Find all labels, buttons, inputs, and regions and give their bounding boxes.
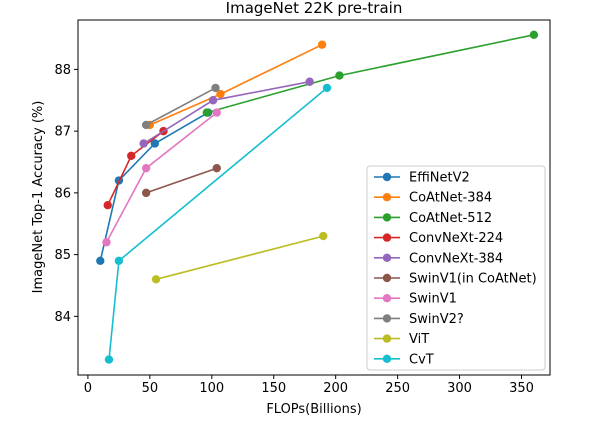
legend-label: ConvNeXt-224 <box>409 231 503 246</box>
legend-item: CoAtNet-384 <box>374 191 492 206</box>
legend-label: ViT <box>409 332 429 347</box>
legend-item: ConvNeXt-224 <box>374 231 503 246</box>
y-tick-label: 85 <box>54 248 71 263</box>
series-line <box>99 111 209 261</box>
x-tick-label: 250 <box>385 381 410 396</box>
legend-label: SwinV2? <box>409 312 464 327</box>
series-line <box>145 87 216 126</box>
data-point <box>319 231 328 241</box>
series-swinv1-in-coatnet <box>141 163 221 198</box>
legend-item: SwinV1(in CoAtNet) <box>374 272 537 287</box>
x-axis: 0 50 100 150 200 250 300 350 <box>84 375 534 396</box>
legend: EffiNetV2 CoAtNet-384 CoAtNet-512 ConvNeXt-… <box>366 165 546 371</box>
data-point <box>150 139 160 148</box>
legend-box <box>366 165 546 371</box>
legend-swatch-marker <box>382 172 392 182</box>
data-point <box>529 30 539 40</box>
y-tick-label: 86 <box>54 186 71 201</box>
data-point <box>141 163 151 173</box>
y-axis: 84 85 86 87 88 <box>54 63 78 325</box>
series-cvt <box>104 83 332 364</box>
y-tick-label: 84 <box>54 310 71 325</box>
x-tick-label: 200 <box>323 381 348 396</box>
series-coatnet-512 <box>202 30 539 117</box>
y-tick-label: 87 <box>54 125 71 140</box>
legend-item: CvT <box>374 352 434 367</box>
data-point <box>305 77 314 86</box>
y-tick-label: 88 <box>54 63 71 78</box>
data-point <box>212 163 221 173</box>
legend-label: SwinV1(in CoAtNet) <box>409 272 537 287</box>
series-effinetv2 <box>96 108 213 265</box>
data-point <box>208 96 218 105</box>
x-tick-label: 150 <box>261 381 286 396</box>
x-axis-label: FLOPs(Billions) <box>266 402 361 417</box>
data-point <box>151 275 161 284</box>
data-point <box>127 151 136 161</box>
x-tick-label: 0 <box>84 381 92 396</box>
series-convnext-224 <box>103 126 168 210</box>
legend-label: EffiNetV2 <box>409 171 470 186</box>
legend-item: ViT <box>374 332 429 347</box>
legend-swatch-marker <box>382 213 392 222</box>
data-point <box>216 89 225 99</box>
data-point <box>114 256 124 265</box>
series-convnext-384 <box>139 77 314 148</box>
x-tick-label: 100 <box>199 381 224 396</box>
data-point <box>317 40 327 49</box>
legend-item: CoAtNet-512 <box>374 211 492 226</box>
data-point <box>335 71 344 80</box>
x-tick-label: 300 <box>447 381 472 396</box>
series-layer <box>96 30 539 364</box>
legend-swatch-marker <box>382 233 392 242</box>
legend-swatch-marker <box>382 193 392 202</box>
series-coatnet-384 <box>145 40 327 130</box>
legend-swatch-marker <box>382 253 392 262</box>
data-point <box>102 238 111 247</box>
series-line <box>108 87 328 360</box>
legend-swatch-marker <box>382 294 392 303</box>
legend-item: EffiNetV2 <box>374 171 470 186</box>
data-point <box>211 83 220 93</box>
legend-swatch-marker <box>382 314 392 323</box>
series-swinv1 <box>102 108 221 247</box>
series-line <box>206 34 535 114</box>
legend-item: ConvNeXt-384 <box>374 251 503 266</box>
legend-swatch-marker <box>382 354 392 363</box>
series-swinv2 <box>141 83 220 130</box>
legend-label: CoAtNet-512 <box>409 211 492 226</box>
plot-frame <box>77 19 551 376</box>
legend-label: ConvNeXt-384 <box>409 251 503 266</box>
y-axis-label: ImageNet Top-1 Accuracy (%) <box>31 101 46 294</box>
legend-item: SwinV2? <box>374 312 464 327</box>
data-point <box>104 355 114 364</box>
data-point <box>139 139 148 148</box>
legend-swatch-marker <box>382 334 392 343</box>
data-point <box>103 201 112 210</box>
series-vit <box>151 231 328 284</box>
x-tick-label: 50 <box>142 381 159 396</box>
legend-label: CoAtNet-384 <box>409 191 492 206</box>
series-line <box>145 167 218 194</box>
data-point <box>141 120 151 130</box>
legend-label: CvT <box>409 352 434 367</box>
legend-item: SwinV1 <box>374 292 457 307</box>
data-point <box>141 188 151 198</box>
data-point <box>96 256 105 265</box>
chart-title: ImageNet 22K pre-train <box>226 0 403 17</box>
legend-label: SwinV1 <box>409 292 457 307</box>
data-point <box>322 83 332 93</box>
legend-swatch-marker <box>382 273 392 283</box>
x-tick-label: 350 <box>509 381 534 396</box>
data-point <box>202 108 212 117</box>
data-point <box>212 108 221 117</box>
series-line <box>155 235 324 281</box>
